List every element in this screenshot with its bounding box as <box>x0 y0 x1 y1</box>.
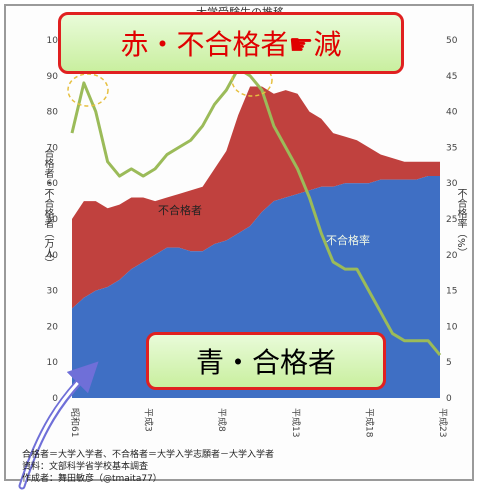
left-axis-label: 合格者・不合格者（万人） <box>42 148 53 268</box>
left-tick-label: 30 <box>47 287 59 297</box>
left-tick-label: 10 <box>47 358 59 368</box>
left-tick-label: 70 <box>47 143 59 153</box>
right-tick-label: 40 <box>446 108 458 118</box>
right-tick-label: 20 <box>446 251 458 261</box>
annotation-fugoukakusha: 不合格者 <box>158 203 202 217</box>
right-tick-label: 30 <box>446 179 458 189</box>
right-tick-label: 5 <box>446 358 452 368</box>
callout-blue: 青・合格者 <box>146 332 386 390</box>
right-axis-label: 不合格率（%） <box>455 188 466 258</box>
series-line-fugoukakuritsu <box>70 67 442 356</box>
callout-red: 赤・不合格者☛減 <box>58 12 404 74</box>
x-tick-label: 平成23 <box>437 408 449 437</box>
left-tick-label: 60 <box>47 179 59 189</box>
right-tick-label: 0 <box>446 394 452 404</box>
left-tick-label: 40 <box>47 251 59 261</box>
right-tick-label: 15 <box>446 287 457 297</box>
left-tick-label: 20 <box>47 322 59 332</box>
x-tick-label: 平成18 <box>363 408 375 438</box>
x-tick-label: 平成8 <box>216 408 228 432</box>
series-area-fugoukakusha <box>72 86 440 309</box>
right-tick-label: 10 <box>446 322 458 332</box>
left-tick-label: 0 <box>52 394 58 404</box>
x-axis-ticks: 昭和61 平成3 平成8 平成13 平成18 平成23 <box>69 408 449 438</box>
right-tick-label: 25 <box>446 215 457 225</box>
left-tick-label: 50 <box>47 215 59 225</box>
x-tick-label: 昭和61 <box>69 408 80 437</box>
annotation-fugoukakuritsu: 不合格率 <box>326 233 370 247</box>
left-tick-label: 90 <box>47 72 59 82</box>
highlight-circle-left <box>67 73 109 107</box>
left-axis-ticks: 10 90 80 70 60 50 40 30 20 10 0 <box>47 36 59 404</box>
arrow-icon-inner <box>20 361 99 488</box>
note-definition: 合格者＝大学入学者、不合格者＝大学入学志願者－大学入学者 <box>22 450 275 460</box>
left-tick-label: 80 <box>47 108 59 118</box>
callout-red-text: 赤・不合格者☛減 <box>120 28 342 61</box>
x-tick-label: 平成13 <box>290 408 302 437</box>
right-tick-label: 35 <box>446 143 457 153</box>
right-tick-label: 45 <box>446 72 457 82</box>
left-tick-label: 10 <box>47 36 59 46</box>
right-tick-label: 50 <box>446 36 458 46</box>
x-tick-label: 平成3 <box>143 408 155 432</box>
note-source: 資料：文部科学省学校基本調査 <box>22 462 149 472</box>
callout-blue-text: 青・合格者 <box>195 346 336 379</box>
note-author: 作成者：舞田敏彦（@tmaita77） <box>22 474 162 484</box>
